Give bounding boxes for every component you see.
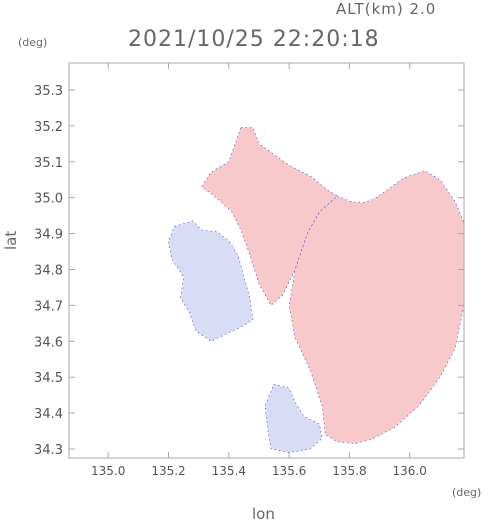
tick-layer: 135.0 135.2 135.4 135.6 135.8 136.0 34.3 34.4 34… <box>34 63 464 478</box>
y-tick-label: 35.3 <box>34 84 63 99</box>
y-tick-label: 35.2 <box>34 120 63 135</box>
datetime-label: 2021/10/25 22:20:18 <box>128 27 380 52</box>
y-tick-label: 34.9 <box>34 228 63 243</box>
x-tick-label: 135.6 <box>272 464 306 478</box>
x-tick-label: 135.8 <box>332 464 366 478</box>
altitude-label: ALT(km) 2.0 <box>336 0 437 18</box>
x-tick-label: 135.2 <box>151 464 185 478</box>
x-unit-label: (deg) <box>452 486 482 499</box>
north-red-region <box>201 127 338 306</box>
x-tick-label: 135.4 <box>212 464 246 478</box>
y-tick-label: 34.6 <box>34 335 63 350</box>
y-tick-label: 34.5 <box>34 371 63 386</box>
echo-layer <box>168 127 464 453</box>
east-red-region <box>288 170 464 444</box>
south-blue-region <box>264 384 323 453</box>
x-tick-label: 136.0 <box>393 464 427 478</box>
y-tick-label: 34.4 <box>34 407 63 422</box>
y-tick-label: 34.7 <box>34 299 63 314</box>
y-tick-label: 34.3 <box>34 443 63 458</box>
y-tick-label: 35.0 <box>34 192 63 207</box>
y-unit-label: (deg) <box>18 36 48 49</box>
x-axis-label: lon <box>252 505 275 523</box>
west-blue-region <box>168 220 254 342</box>
y-tick-label: 35.1 <box>34 156 63 171</box>
x-tick-label: 135.0 <box>91 464 125 478</box>
y-tick-label: 34.8 <box>34 263 63 278</box>
plot-frame <box>68 62 465 459</box>
